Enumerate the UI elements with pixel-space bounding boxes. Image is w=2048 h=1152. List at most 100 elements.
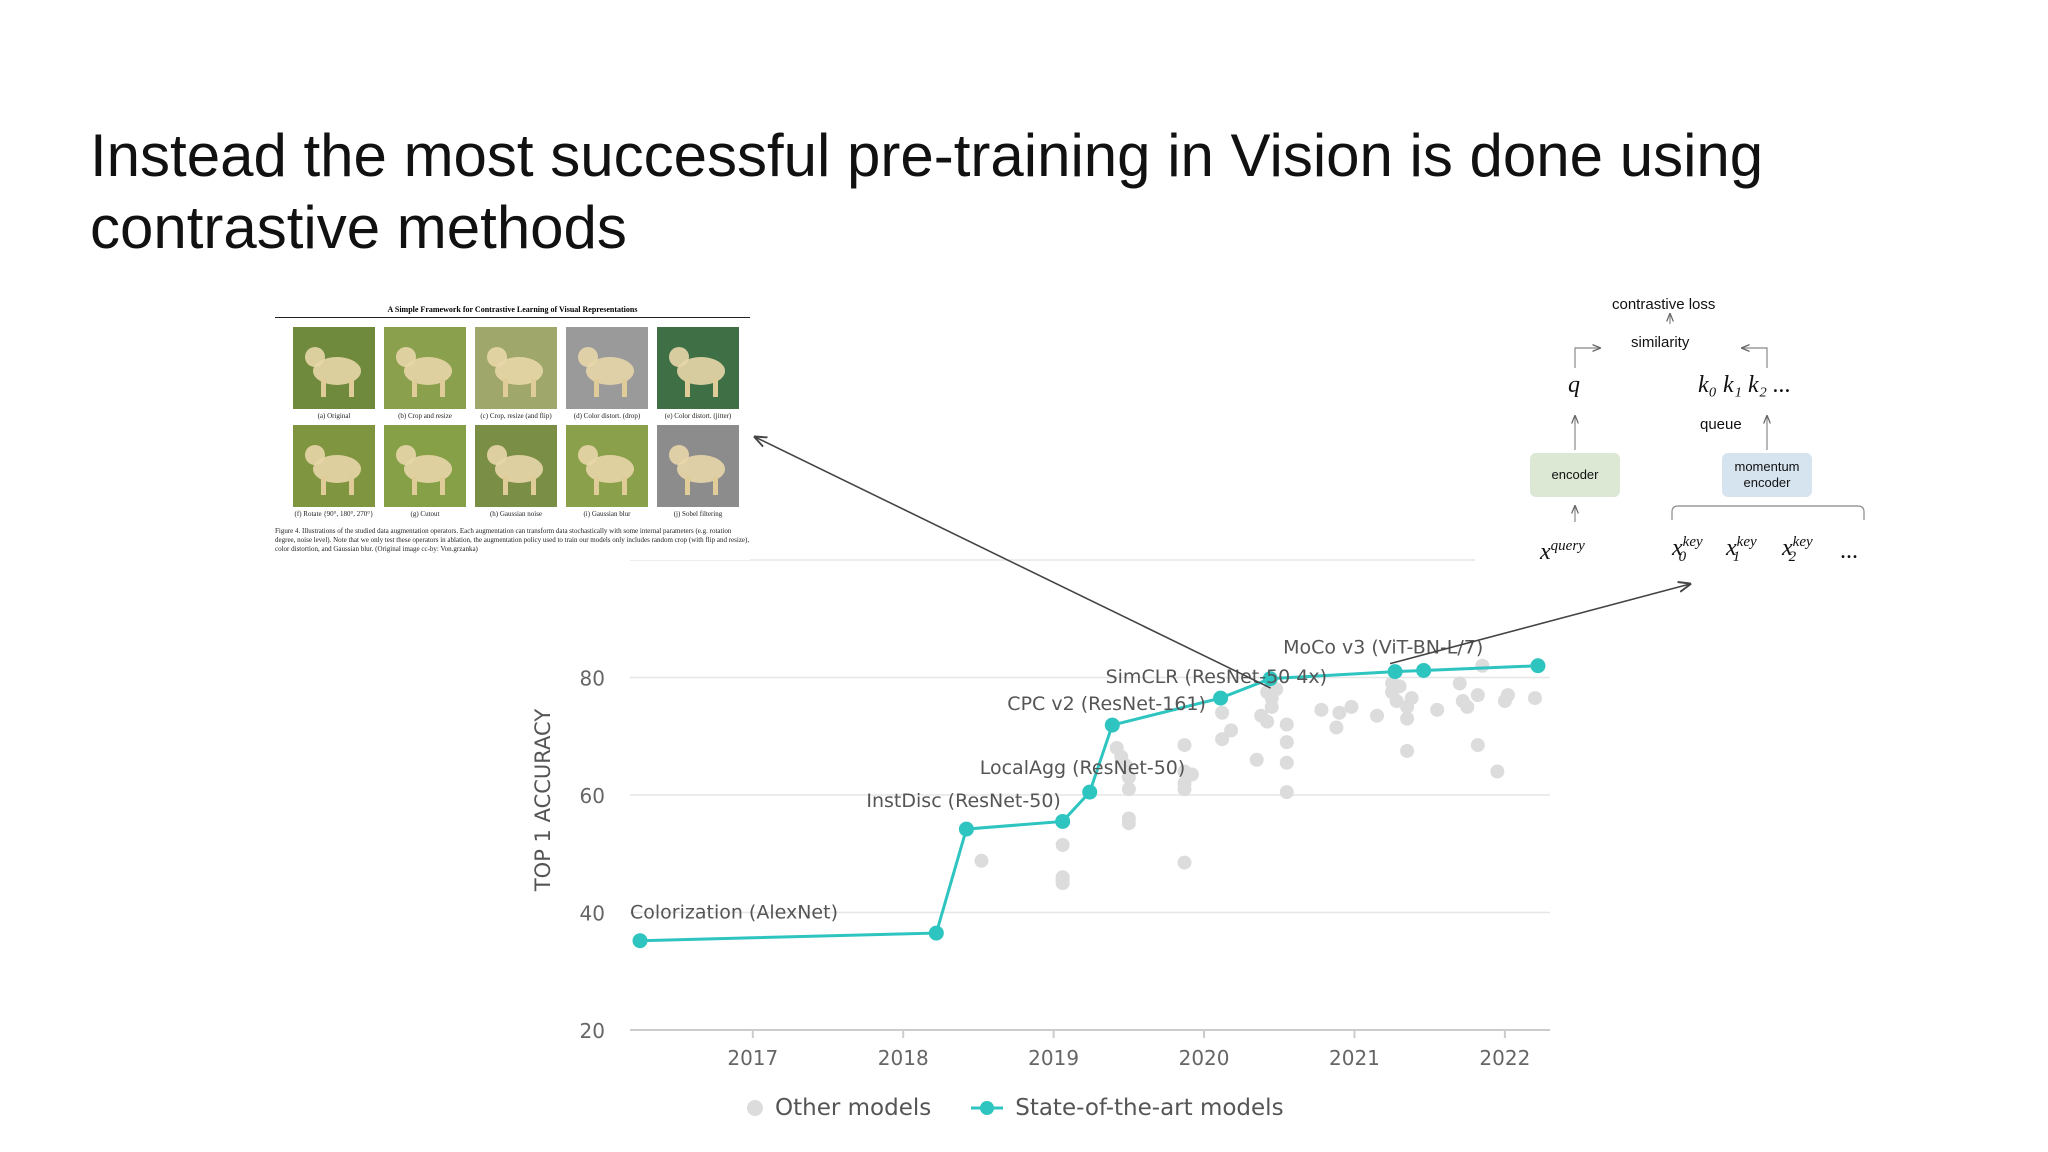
- augmentation-thumbnail: [475, 425, 557, 507]
- sota-model-point: [958, 821, 974, 837]
- other-model-point: [1177, 855, 1192, 870]
- slide-title: Instead the most successful pre-training…: [90, 122, 1764, 261]
- dog-icon: [669, 347, 725, 397]
- dog-icon: [396, 347, 452, 397]
- x-tick-label: 2022: [1479, 1046, 1530, 1070]
- other-model-point: [1430, 702, 1445, 717]
- other-model-point: [1260, 685, 1275, 700]
- sota-point-label: Colorization (AlexNet): [630, 902, 838, 924]
- legend-other-label: Other models: [775, 1095, 932, 1121]
- other-model-point: [1177, 782, 1192, 797]
- x-tick-label: 2021: [1329, 1046, 1380, 1070]
- sota-model-point: [632, 933, 648, 949]
- paper-title-rule: [275, 317, 750, 318]
- moco-diagram-lines: [1500, 290, 1865, 522]
- legend-other-marker: [747, 1100, 763, 1116]
- simclr-callout-arrow: [755, 437, 1271, 689]
- x-keys-ellipsis: ...: [1840, 538, 1858, 564]
- other-model-point: [1279, 755, 1294, 770]
- chart-legend: Other models State-of-the-art models: [745, 1095, 1284, 1121]
- other-model-point: [1279, 735, 1294, 750]
- other-model-point: [1392, 679, 1407, 694]
- queue-label: queue: [1700, 416, 1742, 433]
- other-model-point: [1215, 732, 1230, 747]
- x-tick-label: 2018: [878, 1046, 929, 1070]
- sota-model-point: [1416, 662, 1432, 678]
- sota-point-label: InstDisc (ResNet-50): [866, 790, 1060, 812]
- sota-model-point: [1104, 717, 1120, 733]
- dog-icon: [396, 445, 452, 495]
- dog-icon: [578, 347, 634, 397]
- momentum-encoder-box: momentum encoder: [1722, 453, 1812, 497]
- legend-sota-label: State-of-the-art models: [1015, 1095, 1284, 1121]
- other-model-point: [1370, 708, 1385, 723]
- momentum-encoder-label-1: momentum: [1734, 459, 1800, 474]
- augmentation-label: (h) Gaussian noise: [489, 510, 543, 518]
- legend-sota-marker: [971, 1101, 1004, 1115]
- sota-model-point: [1213, 690, 1229, 706]
- other-model-point: [1121, 816, 1136, 831]
- simclr-augmentation-figure: A Simple Framework for Contrastive Learn…: [275, 305, 750, 560]
- y-tick-label: 60: [580, 784, 605, 808]
- other-model-point: [1177, 738, 1192, 753]
- augmentation-thumbnail: [566, 327, 648, 409]
- augmentation-thumbnail: [566, 425, 648, 507]
- x-key-2: xkey2: [1782, 534, 1813, 565]
- y-tick-label: 80: [580, 667, 605, 691]
- other-model-point: [1490, 764, 1505, 779]
- dog-icon: [487, 445, 543, 495]
- moco-callout-arrow: [1389, 584, 1690, 665]
- augmentation-label: (c) Crop, resize (and flip): [480, 412, 552, 420]
- contrastive-loss-label: contrastive loss: [1612, 296, 1716, 313]
- other-model-point: [1404, 691, 1419, 706]
- sota-model-point: [1055, 813, 1071, 829]
- augmentation-thumbnail: [293, 425, 375, 507]
- augmentation-label: (f) Rotate {90°, 180°, 270°}: [294, 510, 374, 518]
- sota-point-label: LocalAgg (ResNet-50): [980, 757, 1186, 779]
- y-tick-label: 40: [580, 902, 605, 926]
- dog-icon: [487, 347, 543, 397]
- x-tick-label: 2020: [1179, 1046, 1230, 1070]
- other-model-point: [1329, 720, 1344, 735]
- dog-icon: [669, 445, 725, 495]
- augmentation-label: (d) Color distort. (drop): [573, 412, 641, 420]
- augmentation-thumbnail: [657, 327, 739, 409]
- other-model-point: [1215, 705, 1230, 720]
- other-model-point: [1185, 767, 1200, 782]
- sota-model-point: [1530, 658, 1546, 674]
- augmentation-label: (i) Gaussian blur: [583, 510, 631, 518]
- other-model-point: [1400, 711, 1415, 726]
- momentum-encoder-label-2: encoder: [1743, 475, 1791, 490]
- other-model-point: [1118, 758, 1133, 773]
- other-model-point: [1344, 699, 1359, 714]
- augmentation-label: (j) Sobel filtering: [673, 510, 723, 518]
- similarity-label: similarity: [1631, 334, 1690, 351]
- y-tick-label: 20: [580, 1019, 605, 1043]
- augmentation-label: (a) Original: [317, 412, 351, 420]
- other-model-point: [1452, 676, 1467, 691]
- other-model-point: [1121, 782, 1136, 797]
- other-model-point: [974, 853, 989, 868]
- other-model-point: [1055, 873, 1070, 888]
- x-key-0: xkey0: [1672, 534, 1703, 565]
- augmentation-thumbnail: [293, 327, 375, 409]
- moco-diagram: contrastive loss similarity q k₀ k₁ k₂ .…: [1500, 290, 1880, 580]
- encoder-label: encoder: [1551, 467, 1599, 482]
- other-model-point: [1260, 714, 1275, 729]
- dog-icon: [305, 347, 361, 397]
- other-model-point: [1470, 688, 1485, 703]
- augmentation-thumbnail: [657, 425, 739, 507]
- other-model-point: [1055, 837, 1070, 852]
- augmentation-label: (e) Color distort. (jitter): [664, 412, 732, 420]
- other-model-point: [1279, 717, 1294, 732]
- other-model-point: [1279, 785, 1294, 800]
- augmentation-thumbnail: [384, 327, 466, 409]
- augmentation-label: (b) Crop and resize: [398, 412, 452, 420]
- key-queue-vectors: k₀ k₁ k₂ ...: [1698, 372, 1791, 398]
- other-model-point: [1249, 752, 1264, 767]
- augmentation-label: (g) Cutout: [410, 510, 440, 518]
- encoder-box: encoder: [1530, 453, 1620, 497]
- dog-icon: [305, 445, 361, 495]
- augmentation-thumbnail: [384, 425, 466, 507]
